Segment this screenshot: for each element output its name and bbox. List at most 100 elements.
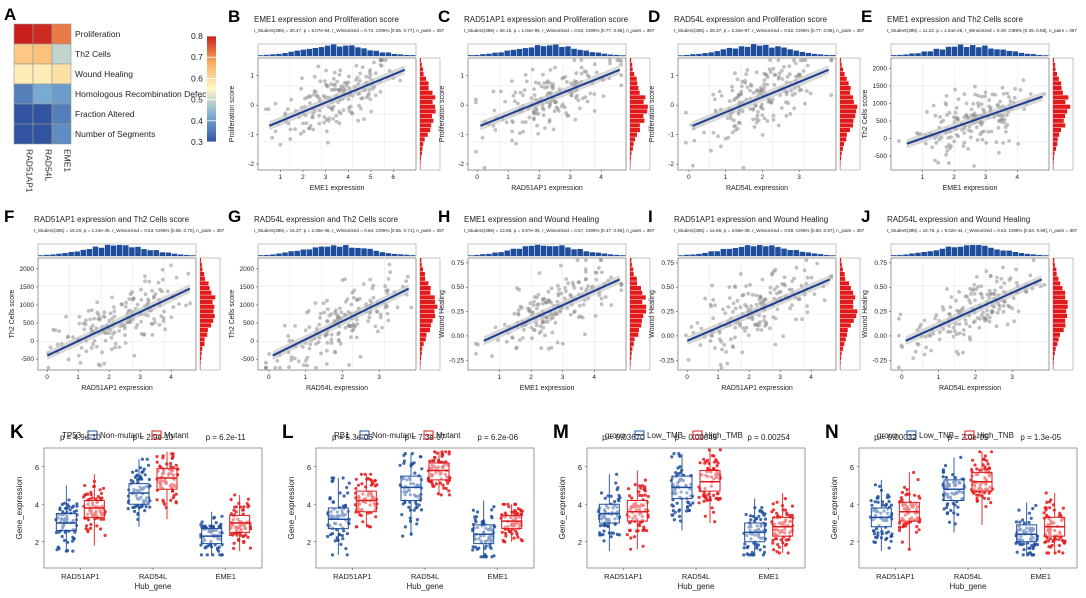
scatter-point (286, 334, 290, 338)
side-histogram-bar (630, 323, 642, 328)
scatter-title: RAD54L expression and Proliferation scor… (674, 15, 828, 24)
jitter-point (755, 524, 759, 528)
jitter-point (907, 547, 911, 551)
side-histogram-bar (840, 95, 854, 100)
scatter-point (762, 318, 767, 323)
jitter-point (444, 486, 448, 491)
scatter-point (337, 121, 342, 126)
top-histogram-bar (504, 50, 510, 56)
scatter-point (957, 290, 962, 294)
scatter-point (532, 299, 536, 304)
jitter-point (784, 538, 788, 542)
top-histogram-bar (829, 55, 836, 56)
side-histogram-bar (840, 137, 847, 142)
scatter-point (788, 306, 792, 311)
scatter-point (514, 141, 518, 146)
scatter-point (722, 342, 727, 347)
box-iqr (128, 483, 150, 505)
scatter-point (760, 277, 765, 282)
jitter-point (953, 476, 958, 480)
scatter-point (792, 58, 796, 63)
scatter-point (741, 293, 746, 297)
jitter-point (373, 508, 377, 512)
scatter-point (530, 310, 534, 315)
jitter-point (174, 492, 178, 496)
top-histogram-bar (994, 49, 1000, 56)
jitter-point (140, 457, 144, 461)
jitter-point (941, 475, 945, 479)
jitter-point (984, 504, 988, 509)
jitter-point (917, 528, 921, 532)
scatter-point (362, 117, 366, 122)
scatter-point (780, 282, 784, 286)
scatter-point (988, 105, 993, 110)
jitter-point (233, 505, 237, 509)
scatter-point (803, 101, 807, 106)
scatter-point (1000, 85, 1005, 90)
scatter-point (771, 66, 776, 71)
jitter-point (502, 502, 507, 506)
scatter-point (561, 341, 565, 346)
scatter-point (725, 116, 730, 120)
jitter-point (200, 520, 204, 524)
scatter-point (948, 305, 953, 310)
jitter-point (89, 508, 93, 512)
y-axis-label: Th2 Cells score (862, 90, 869, 139)
side-histogram-bar (200, 272, 205, 277)
jitter-point (447, 489, 451, 493)
jitter-point (169, 498, 173, 502)
jitter-point (434, 470, 438, 474)
scatter-point (531, 110, 536, 114)
scatter-point (523, 73, 528, 77)
scatter-point (931, 103, 936, 108)
y-axis-label: Gene_expression (558, 477, 567, 540)
scatter-point (152, 317, 157, 321)
jitter-point (169, 461, 173, 466)
jitter-point (698, 461, 702, 465)
top-histogram-bar (129, 247, 135, 256)
side-histogram-bar (200, 286, 210, 291)
scatter-point (288, 127, 293, 132)
scatter-point (1011, 296, 1016, 301)
scatter-point (758, 89, 763, 93)
jitter-point (72, 510, 76, 514)
jitter-point (242, 524, 246, 528)
heatmap-cell (51, 83, 72, 105)
top-histogram-bar (720, 49, 727, 56)
scatter-point (805, 63, 810, 68)
top-histogram-bar (763, 246, 769, 256)
jitter-point (356, 506, 360, 510)
scatter-point (933, 316, 937, 321)
plot-area (858, 447, 1078, 569)
top-histogram-bar (787, 250, 793, 256)
scatter-point (347, 74, 351, 79)
jitter-point (598, 524, 603, 528)
jitter-point (982, 496, 986, 500)
top-histogram-bar (811, 253, 818, 256)
scatter-point (515, 101, 520, 106)
jitter-point (475, 510, 480, 514)
scatter-point (913, 349, 918, 354)
top-histogram-bar (540, 46, 547, 56)
jitter-point (214, 521, 218, 525)
jitter-point (488, 525, 492, 529)
side-histogram-bar (630, 76, 637, 81)
jitter-point (1043, 506, 1047, 510)
side-histogram-bar (840, 151, 842, 156)
scatter-point (584, 258, 588, 263)
y-tick-label: 500 (23, 320, 34, 327)
top-histogram-bar (595, 252, 602, 256)
scatter-point (787, 64, 792, 68)
scatter-point (951, 334, 956, 339)
side-histogram-bar (630, 104, 648, 109)
jitter-point (430, 459, 435, 463)
side-histogram-bar (1053, 137, 1058, 142)
x-tick-label: 3 (984, 174, 988, 181)
side-histogram-bar (200, 328, 208, 333)
scatter-point (738, 272, 743, 276)
scatter-point (994, 279, 999, 284)
x-tick-label: 3 (324, 174, 328, 181)
jitter-point (983, 491, 987, 495)
scatter-point (304, 121, 309, 126)
side-histogram-bar (420, 258, 422, 263)
